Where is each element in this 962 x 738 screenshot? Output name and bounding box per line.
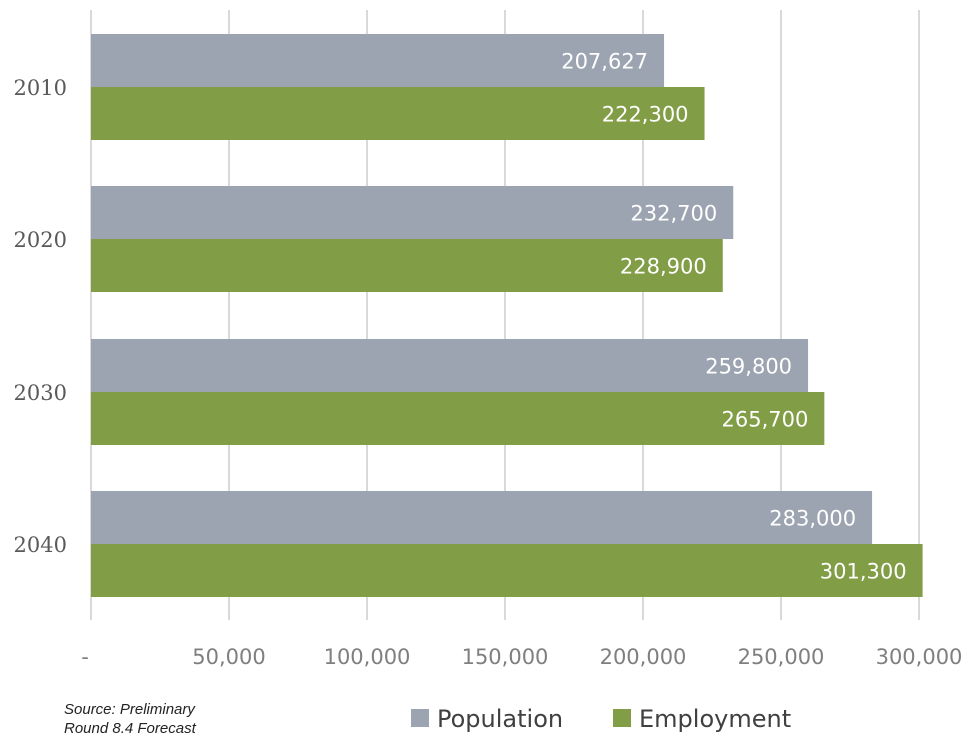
source-note-line-2: Round 8.4 Forecast [64,720,196,737]
legend-label-employment: Employment [639,705,791,732]
x-tick-label-0: - [81,645,89,669]
x-tick-label-5: 250,000 [738,645,825,669]
x-axis-ticks: - 50,000 100,000 150,000 200,000 250,000 300,0… [81,645,962,669]
data-label-population-2010: 207,627 [561,50,648,74]
y-axis-ticks: 2010 2020 2030 2040 [14,76,67,557]
source-note: Source: Preliminary Round 8.4 Forecast [64,700,196,738]
legend-swatch-employment [613,709,631,727]
y-tick-label-2040: 2040 [14,533,67,557]
x-tick-label-6: 300,000 [876,645,962,669]
bar-population-2040 [91,491,873,544]
source-note-line-1: Source: Preliminary [64,701,195,718]
x-tick-label-4: 200,000 [600,645,687,669]
data-label-population-2040: 283,000 [769,507,856,531]
legend-label-population: Population [437,705,563,732]
legend-swatch-population [411,709,429,727]
y-tick-label-2030: 2030 [14,381,67,405]
bar-population-2020 [91,186,734,239]
data-label-employment-2030: 265,700 [721,408,808,432]
data-label-population-2020: 232,700 [630,202,717,226]
x-tick-label-3: 150,000 [462,645,549,669]
bar-employment-2040 [91,544,923,597]
data-label-employment-2020: 228,900 [620,255,707,279]
y-tick-label-2010: 2010 [14,76,67,100]
data-label-employment-2040: 301,300 [820,560,907,584]
bar-population-2010 [91,34,665,87]
data-label-population-2030: 259,800 [705,355,792,379]
x-tick-label-1: 50,000 [192,645,265,669]
bar-population-2030 [91,339,809,392]
bar-employment-2010 [91,87,705,140]
legend: Population Employment [411,705,791,732]
data-label-employment-2010: 222,300 [602,103,689,127]
bar-employment-2030 [91,392,825,445]
bar-employment-2020 [91,239,723,292]
bars: 207,627 222,300 232,700 228,900 259,800 265,7… [91,34,923,597]
y-tick-label-2020: 2020 [14,228,67,252]
x-tick-label-2: 100,000 [324,645,411,669]
